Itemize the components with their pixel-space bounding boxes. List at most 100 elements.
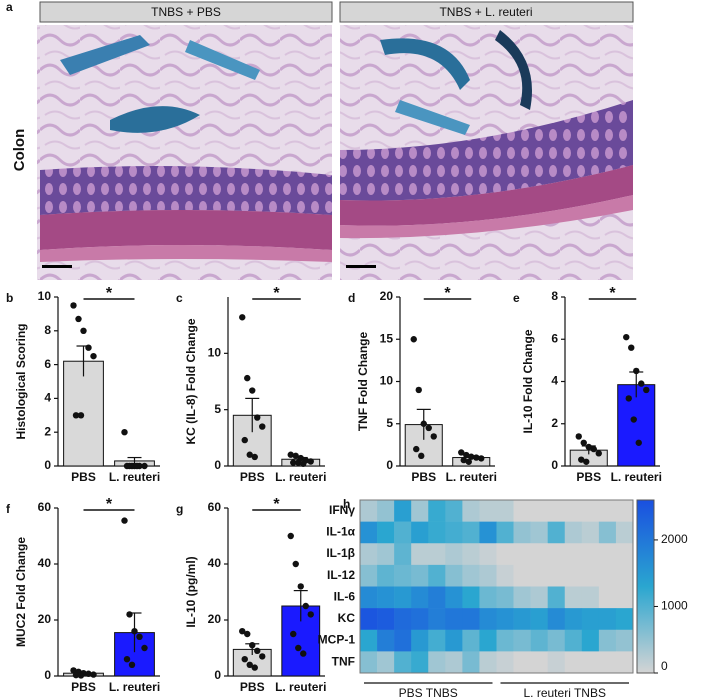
data-point [70, 667, 77, 674]
data-point [246, 451, 253, 458]
heatmap-cell [479, 586, 497, 609]
data-point [643, 386, 650, 394]
condition-label: TNBS + L. reuteri [439, 5, 532, 19]
condition-header [39, 1, 333, 23]
heatmap-cell [496, 608, 514, 631]
heatmap-cell [530, 608, 548, 631]
heatmap-cell [411, 543, 429, 566]
y-tick-label: 8 [551, 289, 558, 303]
heatmap-cell [445, 521, 463, 544]
row-label: IL-12 [327, 568, 355, 582]
x-tick-label: PBS [576, 470, 601, 484]
heatmap-cell [530, 651, 548, 674]
data-point [590, 445, 597, 453]
data-point [290, 630, 297, 638]
bar [617, 384, 656, 467]
data-point [415, 386, 422, 394]
data-point [244, 374, 251, 382]
heatmap-cell [513, 564, 531, 587]
heatmap-cell [394, 608, 412, 631]
heatmap-cell [377, 564, 395, 587]
data-point [290, 459, 297, 466]
data-point [90, 352, 97, 360]
tissue-label: Colon [11, 129, 28, 172]
heatmap-cell [496, 586, 514, 609]
x-tick-label: PBS [71, 470, 96, 484]
heatmap-cell [428, 500, 446, 522]
heatmap-cell [428, 651, 446, 674]
heatmap-cell [598, 651, 617, 674]
heatmap-cell [479, 651, 497, 674]
heatmap-cell [394, 651, 412, 674]
heatmap-cell [615, 651, 634, 674]
data-point [141, 462, 148, 470]
heatmap-cell [513, 500, 531, 522]
heatmap-cell [564, 564, 583, 587]
heatmap-cell [360, 564, 378, 587]
heatmap-cell [564, 651, 583, 674]
colorbar [636, 499, 655, 674]
data-point [463, 451, 470, 459]
heatmap-cell [411, 521, 429, 544]
heatmap-cell [615, 564, 634, 587]
heatmap-frame [359, 499, 634, 674]
data-point [302, 602, 309, 610]
data-point [425, 424, 432, 432]
heatmap-cell [547, 521, 566, 544]
y-tick-label: 2 [551, 416, 558, 430]
row-label: KC [338, 611, 356, 625]
heatmap-cell [428, 586, 446, 609]
heatmap-cell [530, 543, 548, 566]
heatmap-cell [479, 521, 497, 544]
data-point [295, 459, 302, 466]
data-point [121, 517, 128, 524]
data-point [70, 302, 77, 309]
data-point [128, 661, 136, 668]
heatmap-cell [394, 629, 412, 652]
data-point [75, 315, 82, 323]
heatmap-cell [496, 500, 514, 522]
data-point [595, 450, 602, 457]
heatmap-cell [377, 608, 395, 631]
data-point [460, 456, 467, 464]
y-axis-title: MUC2 Fold Change [14, 537, 28, 647]
y-tick-label: 10 [380, 374, 394, 388]
y-tick-label: 0 [44, 668, 51, 682]
heatmap-cell [581, 651, 600, 674]
heatmap-cell [428, 608, 446, 631]
panel-label: c [176, 291, 183, 305]
y-axis-title: IL-10 (pg/ml) [184, 556, 198, 627]
data-point [249, 642, 256, 649]
group-label: L. reuteri TNBS [524, 686, 606, 700]
heatmap-cell [598, 629, 617, 652]
y-axis-title: Histological Scoring [14, 323, 28, 439]
x-tick-label: PBS [240, 680, 265, 694]
y-tick-label: 60 [38, 500, 52, 514]
data-point [85, 344, 92, 351]
heatmap-cell [496, 629, 514, 652]
data-point [628, 344, 635, 351]
heatmap-cell [598, 500, 617, 522]
data-point [121, 429, 128, 436]
data-point [292, 560, 299, 568]
data-point [635, 439, 642, 446]
data-point [580, 439, 587, 446]
heatmap-cell [496, 543, 514, 566]
heatmap-cell [462, 543, 480, 566]
row-label: IL-1α [326, 525, 355, 539]
heatmap-cell [445, 608, 463, 631]
significance-marker: * [609, 285, 616, 302]
heatmap-cell [360, 586, 378, 609]
group-label: PBS TNBS [399, 686, 458, 700]
x-tick-label: L. reuteri [611, 470, 662, 484]
heatmap-cell [564, 543, 583, 566]
y-axis-title: KC (IL-8) Fold Change [184, 318, 198, 444]
heatmap-cell [377, 543, 395, 566]
colorbar-tick-label: 1000 [661, 599, 688, 613]
x-tick-label: L. reuteri [109, 470, 160, 484]
data-point [246, 661, 253, 668]
heatmap-cell [428, 521, 446, 544]
heatmap-cell [615, 500, 634, 522]
heatmap-cell [479, 608, 497, 631]
data-point [77, 672, 85, 679]
